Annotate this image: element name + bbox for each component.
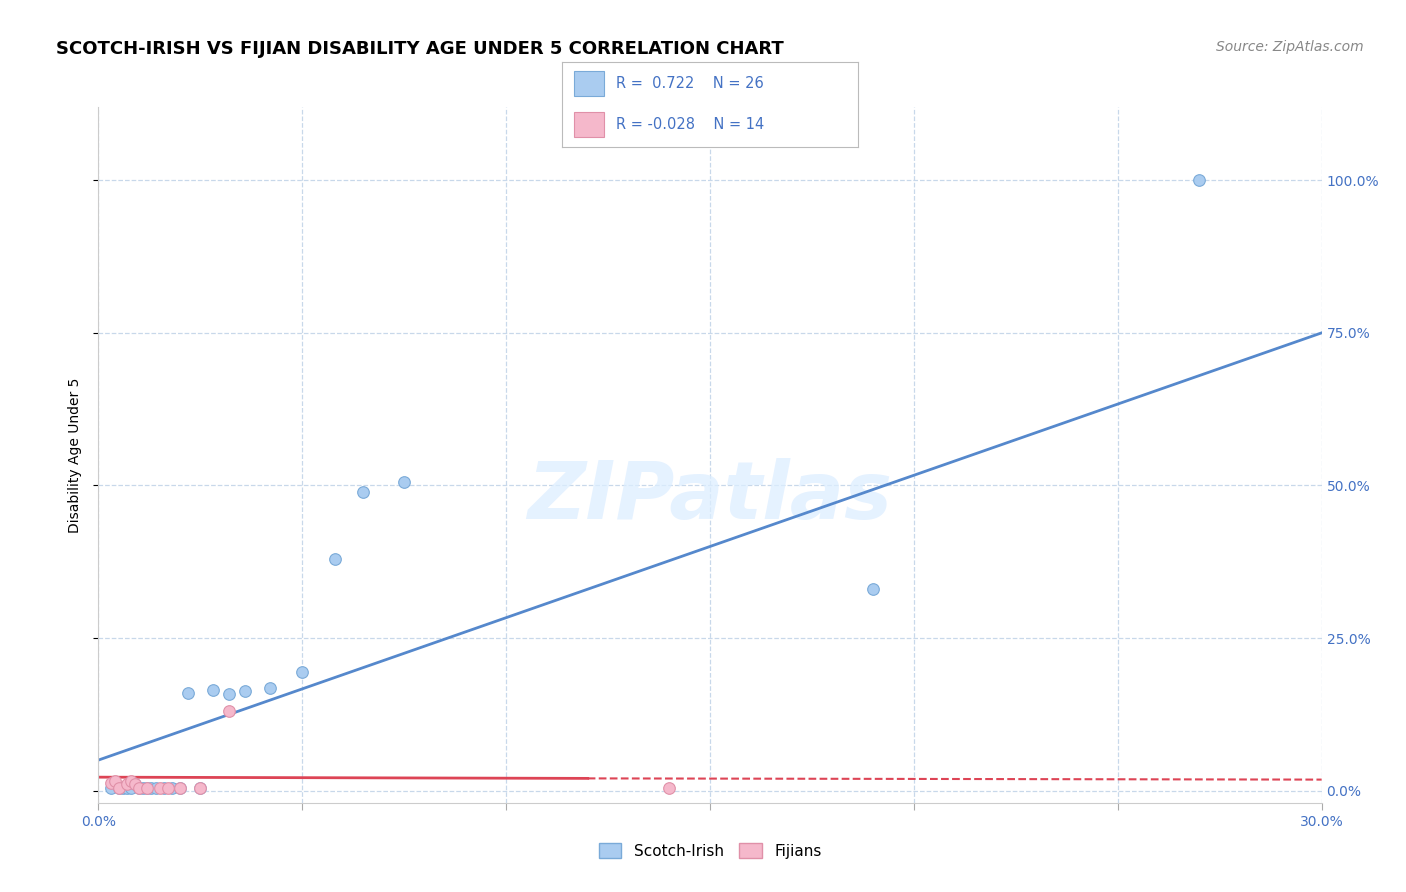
Text: R = -0.028    N = 14: R = -0.028 N = 14 [616, 117, 763, 132]
Point [149, 780, 172, 795]
Point [233, 684, 256, 698]
Point [108, 780, 131, 795]
Point [291, 665, 314, 679]
Point [201, 682, 224, 697]
Point [120, 774, 142, 789]
Point [169, 780, 191, 795]
Point [104, 774, 127, 789]
Point [1188, 173, 1211, 187]
Point [188, 780, 212, 795]
Point [177, 686, 200, 700]
Point [156, 780, 179, 795]
Point [141, 780, 163, 795]
Point [218, 704, 240, 718]
Y-axis label: Disability Age Under 5: Disability Age Under 5 [69, 377, 83, 533]
Point [136, 780, 159, 795]
Point [658, 780, 681, 795]
Text: SCOTCH-IRISH VS FIJIAN DISABILITY AGE UNDER 5 CORRELATION CHART: SCOTCH-IRISH VS FIJIAN DISABILITY AGE UN… [56, 40, 785, 58]
Point [108, 780, 131, 795]
Point [115, 777, 138, 791]
Point [128, 780, 150, 795]
Text: ZIPatlas: ZIPatlas [527, 458, 893, 536]
Text: Source: ZipAtlas.com: Source: ZipAtlas.com [1216, 40, 1364, 54]
Point [392, 475, 416, 490]
Point [352, 484, 374, 499]
Point [128, 780, 150, 795]
Point [100, 776, 122, 790]
Point [132, 780, 155, 795]
Point [124, 777, 146, 791]
Bar [574, 112, 603, 137]
Point [218, 687, 240, 701]
Point [145, 780, 167, 795]
Point [120, 780, 142, 795]
Point [862, 582, 884, 597]
Legend: Scotch-Irish, Fijians: Scotch-Irish, Fijians [592, 837, 828, 864]
Point [124, 777, 146, 791]
Point [111, 780, 134, 795]
Point [169, 780, 191, 795]
Point [136, 780, 159, 795]
Point [160, 780, 183, 795]
Point [259, 681, 281, 695]
Point [152, 780, 174, 795]
Point [115, 780, 138, 795]
Point [188, 780, 212, 795]
Text: R =  0.722    N = 26: R = 0.722 N = 26 [616, 76, 763, 91]
Bar [574, 71, 603, 96]
Point [100, 780, 122, 795]
Point [323, 551, 346, 566]
